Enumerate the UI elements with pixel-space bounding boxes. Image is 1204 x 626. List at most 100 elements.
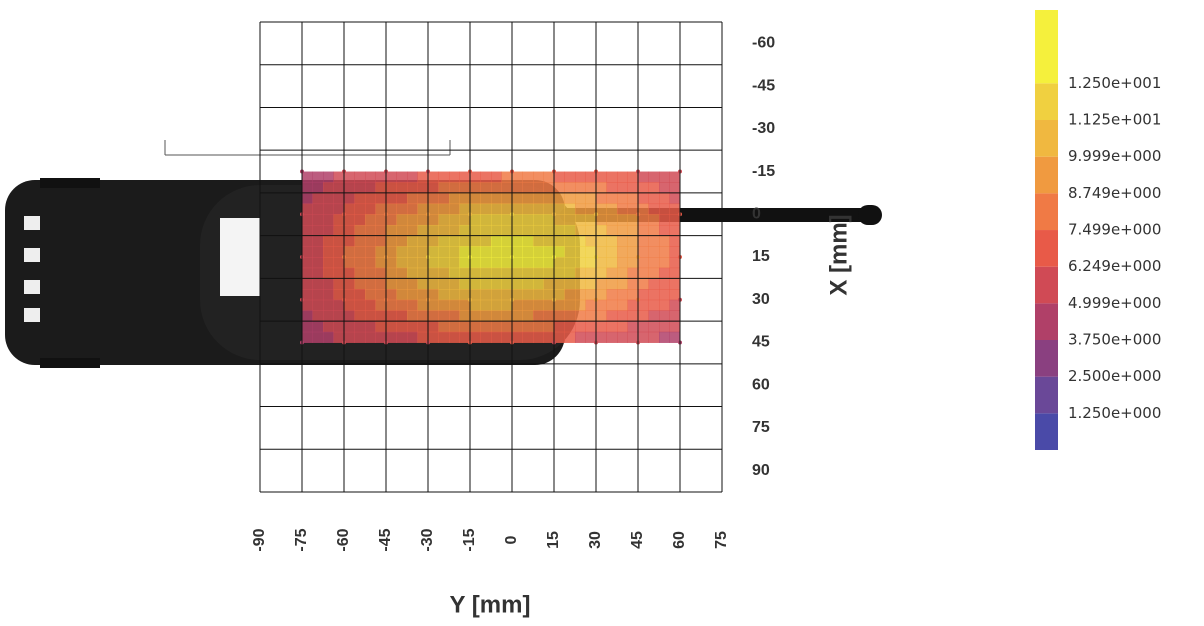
y-tick-label: 0 — [752, 205, 761, 222]
heat-cell — [386, 246, 397, 258]
heat-cell — [459, 278, 471, 290]
heat-cell — [396, 310, 408, 322]
heat-cell — [648, 224, 660, 237]
heat-cell — [438, 224, 450, 237]
heat-cell — [554, 214, 565, 226]
colorbar-label: 7.499e+000 — [1068, 221, 1161, 239]
heat-cell — [396, 235, 408, 247]
heat-cell — [302, 267, 313, 279]
heat-cell — [543, 310, 555, 322]
heat-cell — [302, 224, 313, 237]
heat-cell — [564, 278, 576, 290]
heat-cell — [638, 246, 649, 258]
heat-cell — [470, 171, 481, 183]
heat-cell — [459, 331, 471, 343]
heat-cell — [375, 310, 387, 322]
heat-cell — [438, 321, 450, 333]
heat-cell — [302, 321, 313, 333]
heat-cell — [417, 321, 429, 333]
heat-cell — [417, 182, 429, 194]
heat-cell — [323, 278, 334, 290]
heat-cell — [480, 321, 492, 333]
heat-cell — [533, 203, 544, 215]
heat-cell — [470, 267, 481, 279]
heat-cell — [585, 214, 597, 226]
colorbar-label: 1.250e+000 — [1068, 404, 1161, 422]
heat-cell — [491, 235, 502, 247]
heat-cell — [564, 299, 576, 311]
heat-cell — [638, 257, 649, 269]
heat-cell — [354, 331, 366, 343]
heat-cell — [596, 171, 607, 183]
heat-cell — [344, 299, 355, 311]
y-tick-label: 45 — [752, 334, 770, 351]
heat-cell — [375, 299, 387, 311]
heat-cell — [501, 203, 513, 215]
heat-cell — [491, 182, 502, 194]
heat-cell — [564, 182, 576, 194]
colorbar-label: 6.249e+000 — [1068, 257, 1161, 275]
heat-cell — [627, 299, 639, 311]
heat-cell — [638, 310, 649, 322]
heat-cell — [533, 310, 544, 322]
heat-cell — [480, 278, 492, 290]
heat-cell — [354, 278, 366, 290]
heat-cell — [543, 235, 555, 247]
heat-cell — [606, 310, 618, 322]
heat-cell — [669, 289, 681, 301]
heat-cell — [648, 214, 660, 226]
heat-cell — [564, 257, 576, 269]
heat-cell — [344, 214, 355, 226]
heat-cell — [501, 267, 513, 279]
x-tick-label: 30 — [587, 531, 604, 549]
heat-cell — [417, 299, 429, 311]
x-tick-label: 75 — [713, 531, 730, 549]
heat-cell — [659, 257, 670, 269]
heat-cell — [407, 289, 418, 301]
heat-cell — [449, 182, 460, 194]
heat-cell — [323, 171, 334, 183]
heat-cell — [438, 331, 450, 343]
heat-cell — [606, 299, 618, 311]
heat-cell — [585, 257, 597, 269]
x-tick-label: -30 — [419, 528, 436, 551]
heat-cell — [417, 192, 429, 205]
heat-cell — [669, 182, 681, 194]
heat-cell — [543, 321, 555, 333]
heat-cell — [375, 203, 387, 215]
heat-cell — [459, 203, 471, 215]
heat-cell — [407, 214, 418, 226]
heat-cell — [438, 171, 450, 183]
heat-cell — [375, 182, 387, 194]
heat-cell — [606, 182, 618, 194]
heat-cell — [501, 299, 513, 311]
heat-cell — [585, 310, 597, 322]
heat-cell — [585, 267, 597, 279]
heat-cell — [480, 331, 492, 343]
heat-cell — [365, 310, 376, 322]
heat-cell — [470, 224, 481, 237]
heat-cell — [606, 224, 618, 237]
heat-cell — [554, 331, 565, 343]
heat-cell — [501, 331, 513, 343]
heat-cell — [648, 203, 660, 215]
heat-cell — [396, 331, 408, 343]
heat-cell — [459, 192, 471, 205]
heat-cell — [365, 192, 376, 205]
heat-cell — [354, 246, 366, 258]
heat-cell — [333, 214, 345, 226]
heat-cell — [512, 321, 523, 333]
heat-cell — [533, 214, 544, 226]
heat-cell — [417, 289, 429, 301]
heat-cell — [512, 235, 523, 247]
heat-cell — [596, 214, 607, 226]
heat-cell — [312, 246, 324, 258]
heat-cell — [617, 214, 628, 226]
y-tick-label: 90 — [752, 462, 770, 479]
heat-cell — [302, 171, 313, 183]
heat-cell — [554, 257, 565, 269]
colorbar-segment — [1035, 413, 1058, 450]
heat-cell — [428, 171, 439, 183]
heat-cell — [617, 289, 628, 301]
heat-cell — [480, 182, 492, 194]
